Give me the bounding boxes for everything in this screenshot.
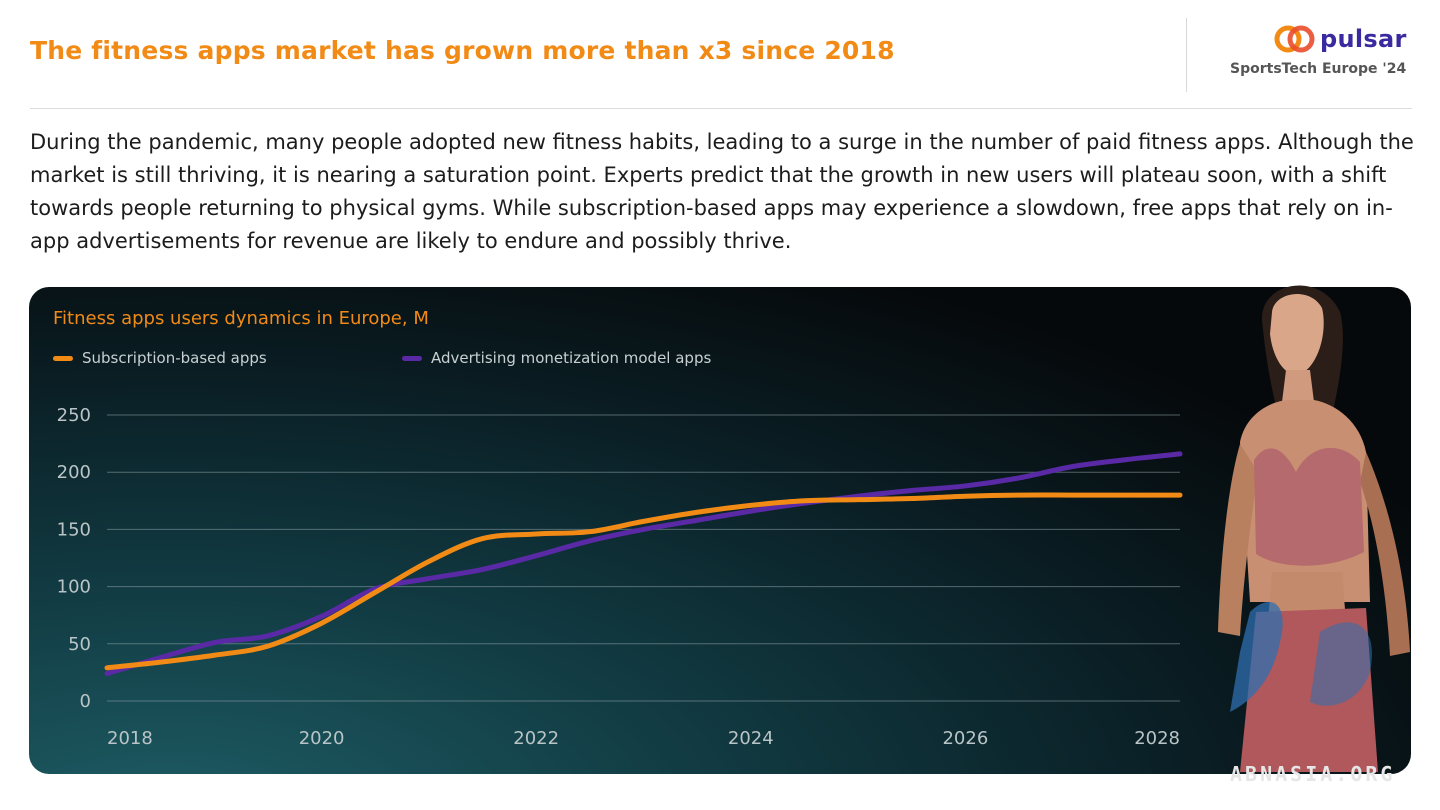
header-divider — [1186, 18, 1187, 92]
x-tick-label: 2022 — [513, 728, 559, 749]
brand-name: pulsar — [1320, 25, 1407, 53]
chart-title: Fitness apps users dynamics in Europe, M — [53, 308, 429, 329]
page-title: The fitness apps market has grown more t… — [30, 36, 895, 65]
brand-logo: pulsar — [1274, 22, 1407, 56]
x-tick-label: 2020 — [299, 728, 345, 749]
legend-label-advertising: Advertising monetization model apps — [431, 349, 712, 367]
x-tick-label: 2018 — [107, 728, 153, 749]
chart-grid — [107, 414, 1180, 702]
legend-label-subscription: Subscription-based apps — [82, 349, 267, 367]
slide-header: The fitness apps market has grown more t… — [0, 0, 1440, 110]
line-chart: 0 50 100 150 200 250 2018 2020 2022 2024 2026 2028 — [57, 405, 1183, 749]
x-tick-label: 2024 — [728, 728, 774, 749]
y-tick-label: 150 — [57, 519, 91, 540]
event-name: SportsTech Europe '24 — [1230, 61, 1407, 77]
legend-swatch-advertising — [402, 355, 422, 361]
pulsar-logo-icon — [1274, 24, 1316, 54]
chart-panel: 0 50 100 150 200 250 2018 2020 2022 2024 2026 2028 … — [29, 287, 1411, 774]
y-tick-label: 50 — [68, 634, 91, 655]
y-tick-label: 100 — [57, 577, 91, 598]
y-tick-label: 200 — [57, 462, 91, 483]
header-underline — [30, 108, 1412, 109]
legend-item-advertising: Advertising monetization model apps — [402, 349, 711, 367]
chart-series — [104, 451, 1183, 677]
legend-swatch-subscription — [53, 355, 73, 361]
x-tick-label: 2026 — [942, 728, 988, 749]
watermark: ABNASIA.ORG — [1230, 762, 1396, 786]
x-tick-label: 2028 — [1134, 728, 1180, 749]
legend-item-subscription: Subscription-based apps — [53, 349, 267, 367]
y-tick-label: 250 — [57, 405, 91, 426]
series-line-advertising — [104, 451, 1183, 677]
intro-paragraph: During the pandemic, many people adopted… — [30, 130, 1414, 253]
chart-axes: 0 50 100 150 200 250 2018 2020 2022 2024 2026 2028 — [57, 405, 1180, 749]
series-line-subscription — [104, 492, 1183, 671]
y-tick-label: 0 — [80, 691, 91, 712]
athlete-photo — [1210, 272, 1420, 776]
